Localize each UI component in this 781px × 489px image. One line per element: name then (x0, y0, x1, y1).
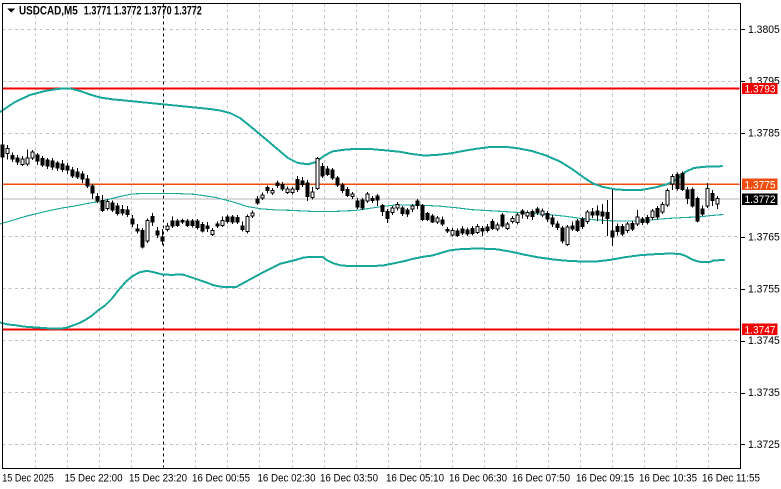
svg-text:1.3747: 1.3747 (745, 324, 776, 336)
svg-text:16 Dec 06:30: 16 Dec 06:30 (449, 473, 507, 485)
svg-text:16 Dec 10:35: 16 Dec 10:35 (639, 473, 697, 485)
svg-text:15 Dec 23:20: 15 Dec 23:20 (129, 473, 187, 485)
svg-text:1.3765: 1.3765 (748, 231, 780, 243)
svg-text:16 Dec 00:55: 16 Dec 00:55 (192, 473, 250, 485)
svg-text:1.3772: 1.3772 (745, 194, 776, 206)
svg-text:1.3785: 1.3785 (748, 128, 780, 140)
svg-text:1.3745: 1.3745 (748, 335, 780, 347)
svg-text:1.3755: 1.3755 (748, 283, 780, 295)
svg-text:16 Dec 03:50: 16 Dec 03:50 (320, 473, 378, 485)
svg-text:15 Dec 22:00: 15 Dec 22:00 (65, 473, 123, 485)
svg-text:1.3805: 1.3805 (748, 24, 780, 36)
svg-text:16 Dec 05:10: 16 Dec 05:10 (386, 473, 444, 485)
svg-text:16 Dec 11:55: 16 Dec 11:55 (702, 473, 760, 485)
svg-text:16 Dec 07:50: 16 Dec 07:50 (512, 473, 570, 485)
svg-text:16 Dec 09:15: 16 Dec 09:15 (576, 473, 634, 485)
svg-text:15 Dec 2025: 15 Dec 2025 (2, 473, 54, 485)
svg-text:USDCAD,M5: USDCAD,M5 (19, 5, 78, 17)
svg-text:1.3725: 1.3725 (748, 439, 780, 451)
svg-text:1.3735: 1.3735 (748, 387, 780, 399)
svg-text:1.3775: 1.3775 (745, 179, 776, 191)
svg-text:1.3771 1.3772 1.3770 1.3772: 1.3771 1.3772 1.3770 1.3772 (84, 5, 202, 17)
svg-text:16 Dec 02:30: 16 Dec 02:30 (258, 473, 316, 485)
svg-text:1.3793: 1.3793 (745, 84, 776, 96)
